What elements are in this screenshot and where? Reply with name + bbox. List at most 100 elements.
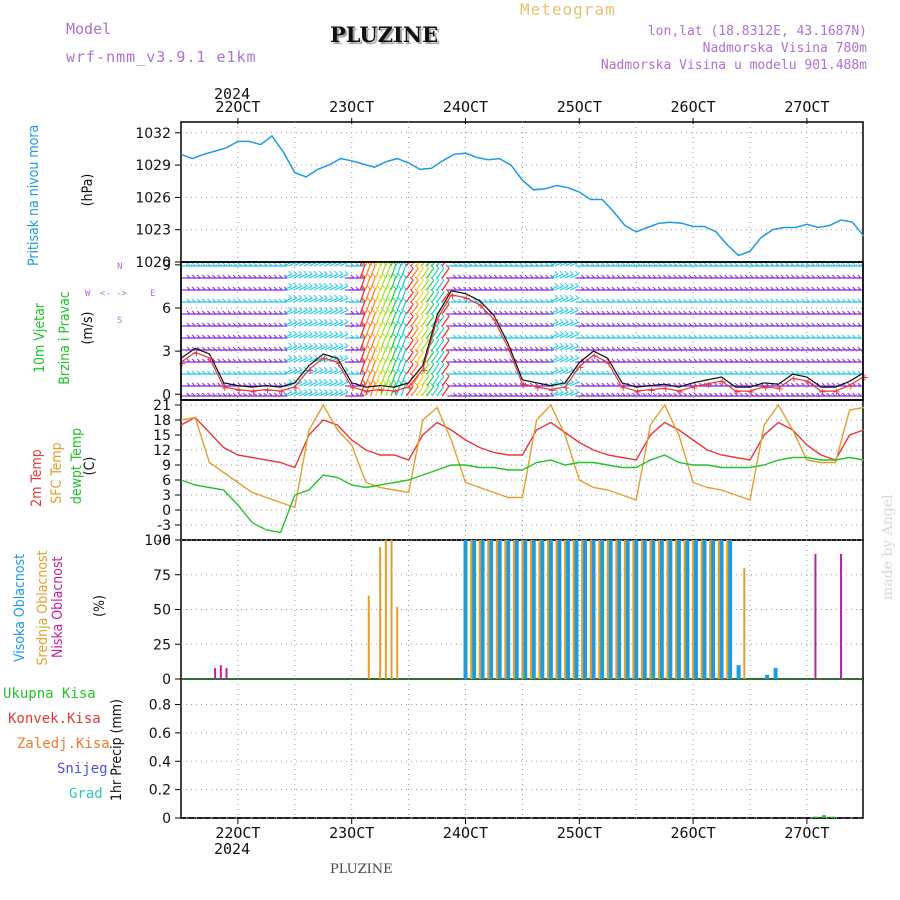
wind-arrow [380, 360, 387, 375]
wind-arrow-head [308, 378, 313, 383]
cloud-bar-0 [728, 540, 733, 679]
wind-arrow [308, 321, 318, 327]
cloud-bar-0 [497, 540, 502, 679]
wind-arrow-head [387, 345, 391, 350]
wind-arrow-head [397, 379, 402, 384]
wind-arrow [369, 382, 376, 397]
wind-arrow [308, 345, 318, 351]
wind-arrow-head [414, 312, 419, 317]
wind-arrow-head [377, 357, 381, 362]
wind-gust-marker: + [534, 383, 542, 394]
wind-arrow [416, 291, 424, 303]
wind-arrow [319, 262, 328, 267]
wind-arrow-head [313, 354, 318, 359]
wind-arrow [431, 375, 440, 387]
wind-arrow-head [303, 342, 308, 347]
wind-arrow-head [298, 282, 303, 287]
wind-arrow-head [575, 294, 579, 299]
wind-arrow [421, 303, 430, 315]
wind-arrow-head [334, 294, 339, 299]
wind-arrow-head [371, 333, 376, 338]
wind-arrow-head [409, 300, 414, 305]
wind-gust-marker: + [576, 363, 584, 374]
wind-arrow-head [569, 306, 574, 311]
wind-arrow-head [361, 345, 366, 350]
wind-arrow [380, 288, 387, 303]
wind-arrow [559, 333, 569, 339]
wind-arrow [569, 357, 579, 363]
wind-arrow-head [446, 253, 449, 256]
x-label-bottom: 26OCT [671, 824, 716, 842]
wind-arrow-head [430, 264, 435, 269]
wind-arrow [319, 297, 328, 303]
wind-arrow [303, 391, 313, 397]
cloud-bar-1 [470, 540, 473, 679]
wind-arrow [441, 385, 450, 397]
wind-arrow-head [559, 354, 564, 359]
precip-bar [830, 816, 835, 818]
temp-line-0 [180, 416, 865, 469]
cloud-bar-1 [547, 540, 550, 679]
wind-gust-marker: + [548, 386, 556, 397]
wind-arrow-head [324, 354, 328, 359]
x-label-top: 27OCT [784, 98, 829, 116]
wind-arrow-head [371, 273, 376, 278]
wind-arrow-head [387, 321, 391, 326]
wind-arrow-head [334, 388, 339, 393]
wind-arrow-head [298, 270, 303, 275]
wind-arrow [303, 321, 313, 327]
wind-gust-marker: + [733, 387, 741, 398]
cloud-bar-0 [480, 540, 485, 679]
wind-arrow [549, 262, 559, 267]
wind-arrow-head [288, 378, 292, 383]
wind-arrow-head [303, 318, 308, 323]
wind-arrow-head [554, 366, 559, 371]
wind-arrow-head [298, 366, 303, 371]
wind-arrow-head [575, 270, 579, 275]
wind-arrow-head [377, 321, 381, 326]
wind-arrow [410, 267, 419, 279]
wind-arrow [313, 309, 323, 315]
wind-arrow [441, 291, 450, 303]
wind-arrow [421, 315, 430, 327]
wind-arrow-head [329, 342, 333, 347]
wind-arrow [421, 262, 426, 267]
wind-gust-marker: + [662, 384, 670, 395]
wind-gust-marker: + [278, 387, 286, 398]
wind-gust-marker: + [391, 387, 399, 398]
wind-arrow [303, 285, 313, 291]
temp-line-2 [180, 454, 864, 534]
wind-arrow-head [371, 345, 376, 350]
wind-arrow-head [868, 287, 871, 290]
wind-arrow [324, 309, 333, 315]
wind-arrow [359, 372, 366, 387]
wind-arrow-head [308, 270, 313, 275]
wind-arrow-head [288, 354, 292, 359]
x-label-bottom: 24OCT [443, 824, 488, 842]
cloud-bar-1 [649, 540, 652, 679]
wind-arrow [559, 381, 569, 387]
wind-gust-marker: + [363, 387, 371, 398]
wind-arrow [441, 303, 450, 315]
wind-arrow [308, 297, 318, 303]
wind-arrow [303, 309, 313, 315]
wind-arrow-head [293, 306, 298, 311]
wind-arrow [339, 381, 349, 387]
wind-arrow-head [377, 285, 381, 290]
wind-arrow-head [334, 270, 339, 275]
wind-arrow [410, 351, 419, 363]
wind-arrow [416, 262, 421, 267]
wind-arrow [329, 273, 338, 279]
wind-arrow [375, 336, 381, 351]
wind-arrow-head [371, 369, 376, 374]
x-label-top: 22OCT [215, 98, 260, 116]
wind-arrow-head [440, 324, 445, 329]
wind-arrow [549, 309, 559, 315]
wind-arrow [293, 285, 303, 291]
wind-arrow [431, 267, 440, 279]
wind-arrow-head [361, 379, 366, 384]
wind-arrow [375, 276, 381, 291]
cloud-bar-2 [840, 553, 843, 679]
cloud-bar-1 [700, 540, 703, 679]
wind-arrow-head [318, 270, 323, 275]
